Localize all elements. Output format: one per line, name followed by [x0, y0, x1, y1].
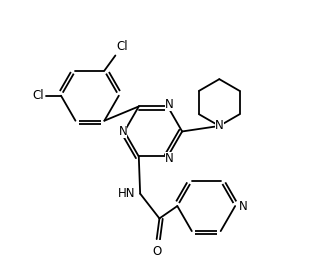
Text: N: N — [119, 125, 127, 138]
Text: Cl: Cl — [117, 40, 128, 53]
Text: Cl: Cl — [33, 89, 44, 102]
Text: HN: HN — [118, 187, 135, 200]
Text: N: N — [165, 152, 173, 165]
Text: O: O — [152, 245, 161, 258]
Text: N: N — [165, 98, 173, 111]
Text: N: N — [215, 119, 224, 132]
Text: N: N — [238, 199, 247, 213]
